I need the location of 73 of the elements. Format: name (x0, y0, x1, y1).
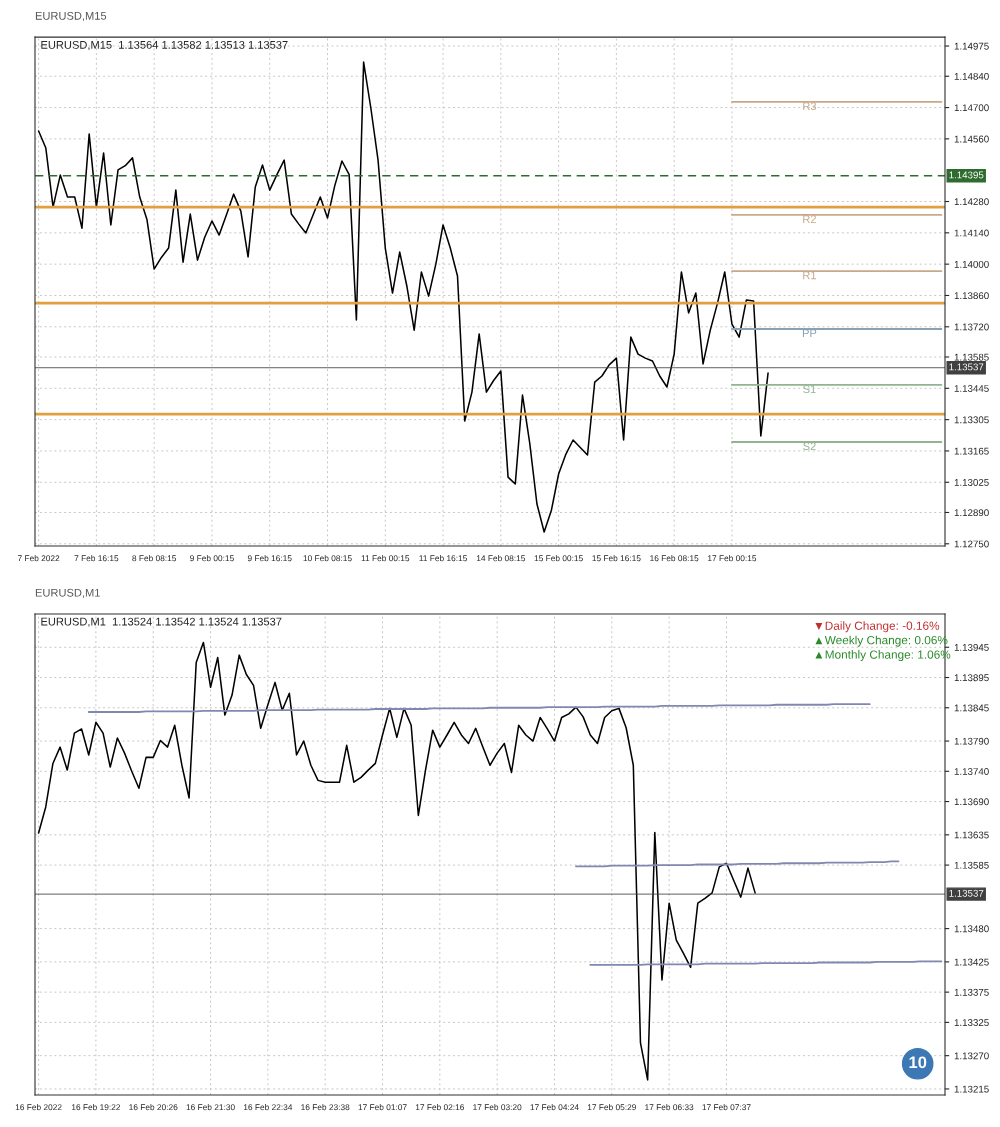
x-tick-label: 10 Feb 08:15 (303, 555, 352, 562)
x-tick-label: 16 Feb 21:30 (186, 1104, 235, 1111)
y-tick-label: 1.14975 (954, 42, 989, 50)
annotation: ▲Weekly Change: 0.06% (815, 635, 948, 647)
y-tick-label: 1.14560 (954, 135, 989, 143)
y-tick-label: 1.13445 (954, 385, 989, 392)
ref-line-label: 1.13537 (949, 889, 984, 897)
y-tick-label: 1.13860 (954, 292, 989, 300)
chart-subtitle: EURUSD,M15 (35, 11, 107, 22)
y-tick-label: 1.13585 (954, 861, 989, 869)
x-tick-label: 15 Feb 16:15 (592, 555, 641, 562)
y-tick-label: 1.13025 (954, 479, 989, 486)
x-tick-label: 17 Feb 06:33 (645, 1104, 694, 1111)
line-series (37, 641, 756, 1081)
x-tick-label: 8 Feb 08:15 (132, 555, 177, 562)
x-tick-label: 16 Feb 2022 (15, 1104, 62, 1111)
x-tick-label: 14 Feb 08:15 (476, 555, 526, 562)
x-tick-label: 16 Feb 20:26 (129, 1104, 178, 1111)
x-tick-label: 16 Feb 08:15 (650, 555, 699, 562)
y-tick-label: 1.14280 (954, 198, 989, 206)
x-tick-label: 17 Feb 04:24 (530, 1104, 579, 1111)
y-tick-label: 1.13305 (954, 416, 989, 424)
x-tick-label: 17 Feb 03:20 (473, 1104, 522, 1111)
y-tick-label: 1.13690 (954, 798, 989, 806)
y-tick-label: 1.13790 (954, 737, 989, 745)
y-tick-label: 1.13270 (954, 1052, 989, 1060)
x-tick-label: 15 Feb 00:15 (534, 555, 583, 562)
line-series (87, 703, 871, 713)
ref-line-label: 1.14395 (949, 171, 984, 179)
x-tick-label: 9 Feb 16:15 (247, 555, 292, 562)
annotation: ▲Monthly Change: 1.06% (815, 650, 951, 662)
line-series (37, 61, 769, 533)
chart-title: EURUSD,M15 1.13564 1.13582 1.13513 1.13537 (41, 40, 288, 51)
series-label: S1 (803, 385, 816, 394)
ref-line-label: 1.13537 (949, 363, 984, 371)
x-tick-label: 16 Feb 19:22 (71, 1104, 121, 1111)
y-tick-label: 1.13480 (954, 925, 989, 933)
y-tick-label: 1.12750 (954, 540, 989, 548)
x-tick-label: 17 Feb 01:07 (358, 1104, 407, 1111)
y-tick-label: 1.13845 (954, 704, 989, 712)
x-tick-label: 11 Feb 00:15 (361, 555, 410, 562)
series-label: R2 (803, 215, 816, 223)
x-tick-label: 17 Feb 02:16 (415, 1104, 465, 1111)
y-tick-label: 1.13945 (954, 644, 989, 651)
x-tick-label: 9 Feb 00:15 (190, 555, 234, 562)
y-tick-label: 1.13165 (954, 447, 989, 455)
x-tick-label: 17 Feb 07:37 (702, 1104, 751, 1111)
y-tick-label: 1.12890 (954, 509, 989, 517)
y-tick-label: 1.13740 (954, 768, 989, 775)
y-tick-label: 1.14000 (954, 260, 989, 268)
y-tick-label: 1.14700 (954, 104, 989, 112)
annotation: 10 (909, 1056, 927, 1069)
y-tick-label: 1.13635 (954, 831, 989, 839)
x-tick-label: 7 Feb 16:15 (74, 555, 119, 562)
y-tick-label: 1.13325 (954, 1019, 989, 1027)
x-tick-label: 7 Feb 2022 (17, 555, 60, 562)
x-tick-label: 16 Feb 23:38 (301, 1104, 350, 1111)
x-tick-label: 17 Feb 05:29 (587, 1104, 636, 1111)
y-tick-label: 1.13375 (954, 988, 989, 996)
annotation: ▼Daily Change: -0.16% (815, 621, 940, 633)
y-tick-label: 1.13895 (954, 674, 989, 682)
chart-title: EURUSD,M1 1.13524 1.13542 1.13524 1.13537 (41, 617, 282, 627)
y-tick-label: 1.14140 (954, 229, 989, 237)
y-tick-label: 1.13720 (954, 323, 989, 331)
y-tick-label: 1.13425 (954, 958, 989, 966)
y-tick-label: 1.13585 (954, 353, 989, 361)
y-tick-label: 1.14840 (954, 72, 989, 80)
x-tick-label: 16 Feb 22:34 (243, 1104, 293, 1111)
x-tick-label: 11 Feb 16:15 (419, 555, 467, 562)
chart-subtitle: EURUSD,M1 (35, 588, 100, 598)
y-tick-label: 1.13215 (954, 1085, 989, 1093)
series-label: R3 (803, 102, 817, 111)
x-tick-label: 17 Feb 00:15 (708, 555, 757, 562)
